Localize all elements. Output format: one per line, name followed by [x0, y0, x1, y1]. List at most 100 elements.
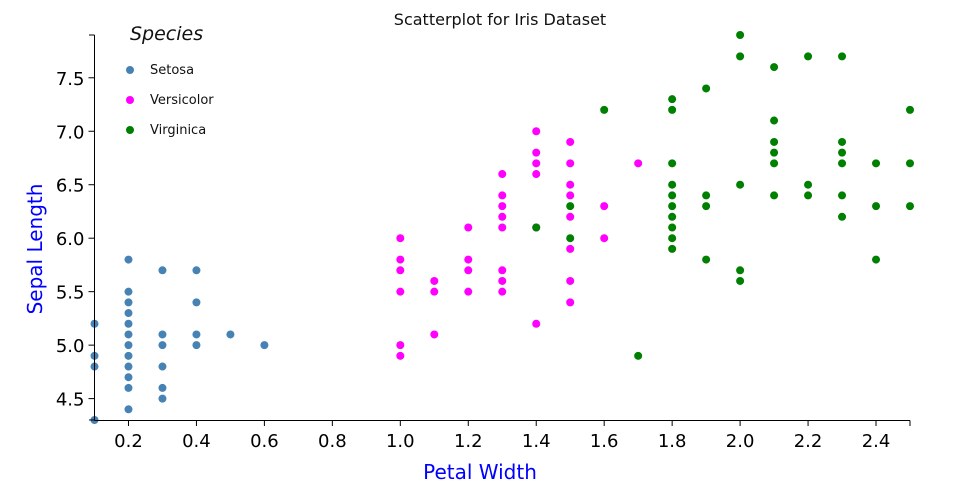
x-tick-label: 2.0 [726, 431, 755, 452]
data-point [158, 383, 167, 392]
data-point [906, 202, 914, 211]
data-point [396, 351, 405, 360]
data-point [226, 330, 235, 339]
data-point [838, 148, 847, 157]
data-point [532, 170, 541, 179]
x-axis-label: Petal Width [423, 460, 537, 484]
data-point [872, 159, 881, 168]
legend-marker [126, 96, 134, 104]
data-point [532, 159, 541, 168]
x-tick-label: 2.4 [862, 431, 891, 452]
data-point [124, 330, 133, 339]
data-point [158, 362, 167, 371]
data-point [736, 266, 745, 275]
data-point [600, 234, 609, 243]
data-point [396, 341, 405, 350]
data-point [192, 266, 201, 275]
y-tick-label: 7.0 [56, 122, 85, 143]
data-point [464, 255, 473, 264]
data-point [532, 148, 541, 157]
data-point [566, 234, 575, 243]
data-point [124, 309, 133, 318]
data-point [124, 405, 133, 414]
legend-label: Versicolor [150, 93, 214, 108]
data-point [600, 105, 609, 114]
data-point [668, 234, 677, 243]
data-point [124, 298, 133, 307]
data-point [498, 202, 507, 211]
data-point [532, 319, 541, 328]
data-point [124, 362, 133, 371]
data-point [124, 383, 133, 392]
data-point [396, 287, 405, 296]
data-point [396, 266, 405, 275]
data-point [702, 84, 711, 93]
data-point [124, 319, 133, 328]
data-point [668, 191, 677, 200]
x-tick-label: 1.4 [522, 431, 551, 452]
data-point [498, 276, 507, 285]
data-point [124, 255, 133, 264]
data-point [770, 137, 779, 146]
data-point [634, 351, 643, 360]
data-point [464, 266, 473, 275]
data-point [668, 105, 677, 114]
data-point [702, 202, 711, 211]
legend-title: Species [130, 23, 203, 45]
data-point [668, 180, 677, 189]
data-point [158, 330, 167, 339]
data-point [566, 276, 575, 285]
x-tick-label: 1.2 [454, 431, 483, 452]
data-point [804, 52, 813, 61]
x-tick-label: 1.0 [386, 431, 415, 452]
y-tick-label: 6.0 [56, 229, 85, 250]
data-point [736, 52, 745, 61]
data-point [430, 287, 439, 296]
data-point [838, 191, 847, 200]
legend-marker [126, 66, 134, 74]
data-point [430, 330, 439, 339]
data-point [566, 137, 575, 146]
series-setosa [90, 255, 269, 424]
x-tick-label: 1.6 [590, 431, 619, 452]
data-point [770, 63, 779, 72]
data-point [872, 255, 881, 264]
data-point [532, 127, 541, 136]
data-point [804, 180, 813, 189]
data-point [838, 212, 847, 221]
data-point [124, 373, 133, 382]
series-versicolor [396, 127, 643, 360]
data-point [702, 191, 711, 200]
data-point [770, 159, 779, 168]
data-point [668, 159, 677, 168]
data-point [906, 105, 914, 114]
data-point [464, 223, 473, 232]
data-point [736, 276, 745, 285]
data-point [158, 394, 167, 403]
data-point [838, 52, 847, 61]
x-tick-label: 0.4 [182, 431, 211, 452]
data-point [838, 159, 847, 168]
data-point [736, 31, 745, 39]
data-point [736, 180, 745, 189]
x-tick-label: 2.2 [794, 431, 823, 452]
data-point [124, 351, 133, 360]
data-point [158, 266, 167, 275]
x-tick-label: 0.8 [318, 431, 347, 452]
data-point [498, 212, 507, 221]
data-point [804, 191, 813, 200]
data-point [838, 137, 847, 146]
x-tick-label: 0.6 [250, 431, 279, 452]
data-point [668, 202, 677, 211]
data-point [566, 202, 575, 211]
y-tick-label: 5.5 [56, 283, 85, 304]
data-point [192, 298, 201, 307]
data-point [124, 341, 133, 350]
y-tick-label: 7.5 [56, 69, 85, 90]
chart-title: Scatterplot for Iris Dataset [394, 10, 606, 29]
data-point [192, 341, 201, 350]
data-point [566, 244, 575, 253]
data-point [158, 341, 167, 350]
data-point [668, 223, 677, 232]
data-point [906, 159, 914, 168]
